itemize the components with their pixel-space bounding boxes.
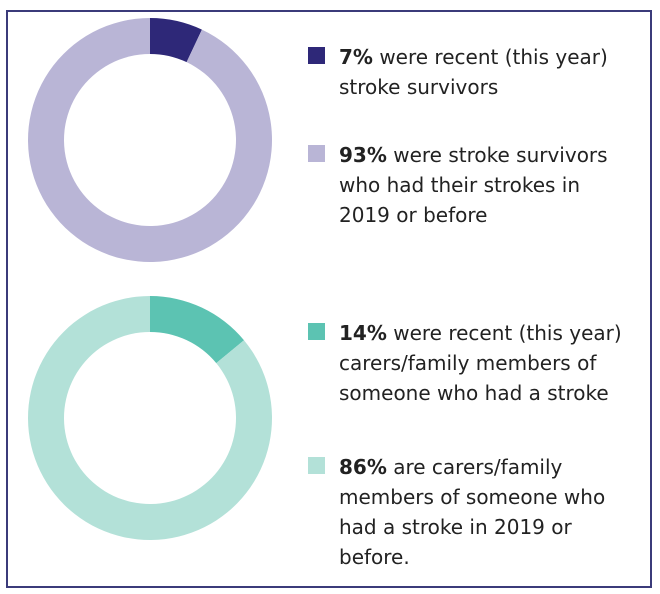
donut-slice xyxy=(27,18,272,262)
legend-label: were recent (this year) carers/family me… xyxy=(339,321,622,405)
legend-swatch xyxy=(308,47,325,64)
legend-item-recent-carers: 14% were recent (this year) carers/famil… xyxy=(308,318,629,408)
legend-label: were recent (this year) stroke survivors xyxy=(339,45,608,99)
legend-swatch xyxy=(308,145,325,162)
legend-text: 86% are carers/family members of someone… xyxy=(339,452,629,572)
legend-swatch xyxy=(308,457,325,474)
donut-chart-carers xyxy=(27,296,272,540)
legend-item-older-carers: 86% are carers/family members of someone… xyxy=(308,452,629,572)
donut-slice xyxy=(27,296,272,540)
donut-chart-survivors xyxy=(27,18,272,262)
legend-item-recent-survivors: 7% were recent (this year) stroke surviv… xyxy=(308,42,629,102)
legend-label: are carers/family members of someone who… xyxy=(339,455,606,569)
chart-frame xyxy=(6,10,652,588)
legend-value: 93% xyxy=(339,143,387,167)
legend-text: 14% were recent (this year) carers/famil… xyxy=(339,318,629,408)
legend-swatch xyxy=(308,323,325,340)
legend-value: 86% xyxy=(339,455,387,479)
legend-value: 7% xyxy=(339,45,373,69)
donut-slice xyxy=(150,296,245,364)
legend-label: were stroke survivors who had their stro… xyxy=(339,143,608,227)
legend-text: 93% were stroke survivors who had their … xyxy=(339,140,629,230)
legend-value: 14% xyxy=(339,321,387,345)
legend-item-older-survivors: 93% were stroke survivors who had their … xyxy=(308,140,629,230)
donut-slice xyxy=(150,18,202,63)
legend-text: 7% were recent (this year) stroke surviv… xyxy=(339,42,629,102)
